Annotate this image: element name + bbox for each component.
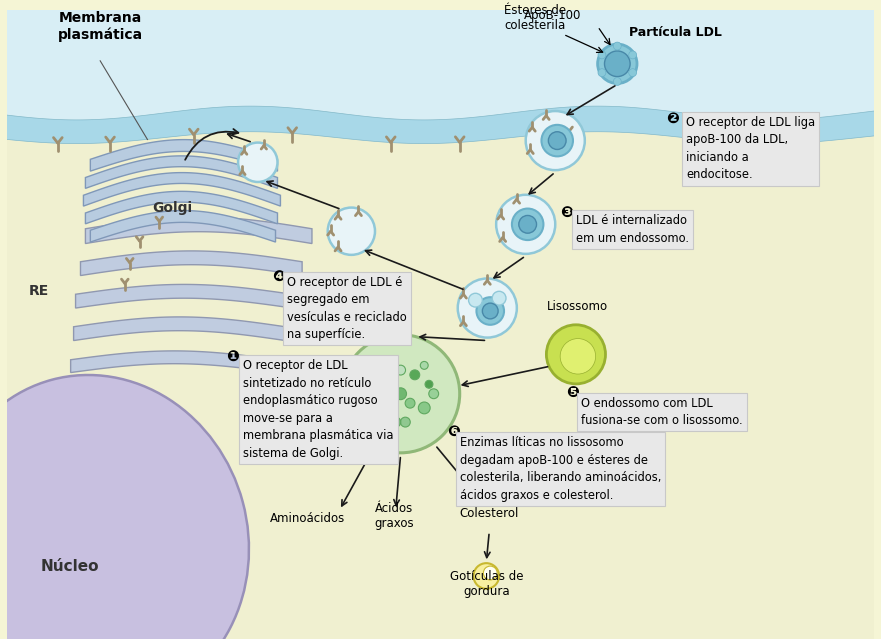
Circle shape [458, 279, 517, 337]
Text: Partícula LDL: Partícula LDL [629, 26, 722, 39]
Circle shape [371, 402, 383, 414]
Circle shape [526, 111, 585, 170]
Polygon shape [85, 217, 312, 243]
Ellipse shape [0, 375, 249, 639]
FancyBboxPatch shape [6, 10, 875, 639]
Text: Lisossomo: Lisossomo [546, 300, 608, 313]
Circle shape [342, 335, 460, 453]
Circle shape [477, 297, 504, 325]
Text: ❻: ❻ [447, 424, 460, 439]
Polygon shape [85, 191, 278, 224]
Polygon shape [91, 210, 276, 242]
Circle shape [613, 77, 621, 86]
Circle shape [629, 69, 637, 77]
Circle shape [548, 132, 566, 150]
Text: O receptor de LDL
sintetizado no retículo
endoplasmático rugoso
move-se para a
m: O receptor de LDL sintetizado no retícul… [243, 359, 394, 460]
Text: O receptor de LDL é
segregado em
vesículas e reciclado
na superfície.: O receptor de LDL é segregado em vesícul… [287, 275, 407, 341]
Circle shape [512, 208, 544, 240]
Text: ❶: ❶ [226, 350, 239, 366]
Text: RE: RE [28, 284, 48, 298]
Circle shape [328, 208, 375, 255]
Text: Gotículas de
gordura: Gotículas de gordura [449, 570, 523, 597]
Circle shape [613, 42, 621, 50]
Polygon shape [91, 139, 278, 171]
Circle shape [542, 125, 573, 157]
Circle shape [629, 51, 637, 59]
Circle shape [395, 388, 406, 399]
Polygon shape [74, 317, 285, 341]
Circle shape [597, 44, 637, 84]
Text: LDL é internalizado
em um endossomo.: LDL é internalizado em um endossomo. [576, 215, 689, 245]
Text: Membrana
plasmática: Membrana plasmática [57, 12, 143, 42]
Text: ❹: ❹ [272, 268, 285, 284]
Text: O endossomo com LDL
fusiona-se com o lisossomo.: O endossomo com LDL fusiona-se com o lis… [581, 397, 743, 427]
Text: Colesterol: Colesterol [460, 507, 519, 520]
Polygon shape [80, 251, 302, 275]
Text: Núcleo: Núcleo [41, 559, 100, 574]
Text: ❷: ❷ [667, 111, 679, 126]
Circle shape [396, 365, 405, 375]
Circle shape [381, 370, 391, 380]
Circle shape [405, 398, 415, 408]
Polygon shape [85, 156, 278, 189]
Circle shape [469, 293, 483, 307]
Polygon shape [76, 284, 292, 308]
Circle shape [400, 417, 411, 427]
Polygon shape [7, 10, 874, 120]
Circle shape [484, 566, 497, 580]
Polygon shape [7, 106, 874, 144]
Text: O receptor de LDL liga
apoB-100 da LDL,
iniciando a
endocitose.: O receptor de LDL liga apoB-100 da LDL, … [686, 116, 816, 181]
Circle shape [598, 69, 606, 77]
Circle shape [386, 398, 396, 408]
Circle shape [519, 215, 537, 233]
Circle shape [391, 417, 401, 427]
Circle shape [598, 51, 606, 59]
Text: ❸: ❸ [560, 204, 573, 219]
Polygon shape [70, 351, 278, 373]
Circle shape [425, 380, 433, 389]
Text: Ácidos
graxos: Ácidos graxos [374, 502, 413, 530]
Circle shape [418, 402, 430, 414]
Circle shape [373, 362, 381, 369]
Circle shape [483, 303, 498, 319]
Circle shape [420, 362, 428, 369]
Circle shape [238, 142, 278, 182]
Circle shape [473, 563, 500, 589]
Text: Ésteres de
colesterila: Ésteres de colesterila [504, 4, 566, 33]
Circle shape [560, 339, 596, 374]
Circle shape [368, 380, 376, 389]
Text: Enzimas líticas no lissosomo
degadam apoB-100 e ésteres de
colesterila, liberand: Enzimas líticas no lissosomo degadam apo… [460, 436, 661, 502]
Circle shape [492, 291, 506, 305]
Text: Aminoácidos: Aminoácidos [270, 512, 344, 525]
Circle shape [604, 51, 630, 77]
Polygon shape [84, 173, 280, 206]
Text: ❺: ❺ [566, 385, 579, 400]
Circle shape [410, 370, 419, 380]
Text: ApoB-100: ApoB-100 [523, 10, 581, 22]
Text: Golgi: Golgi [152, 201, 193, 215]
Circle shape [496, 195, 555, 254]
Circle shape [546, 325, 605, 384]
Circle shape [429, 389, 439, 399]
Circle shape [363, 389, 373, 399]
